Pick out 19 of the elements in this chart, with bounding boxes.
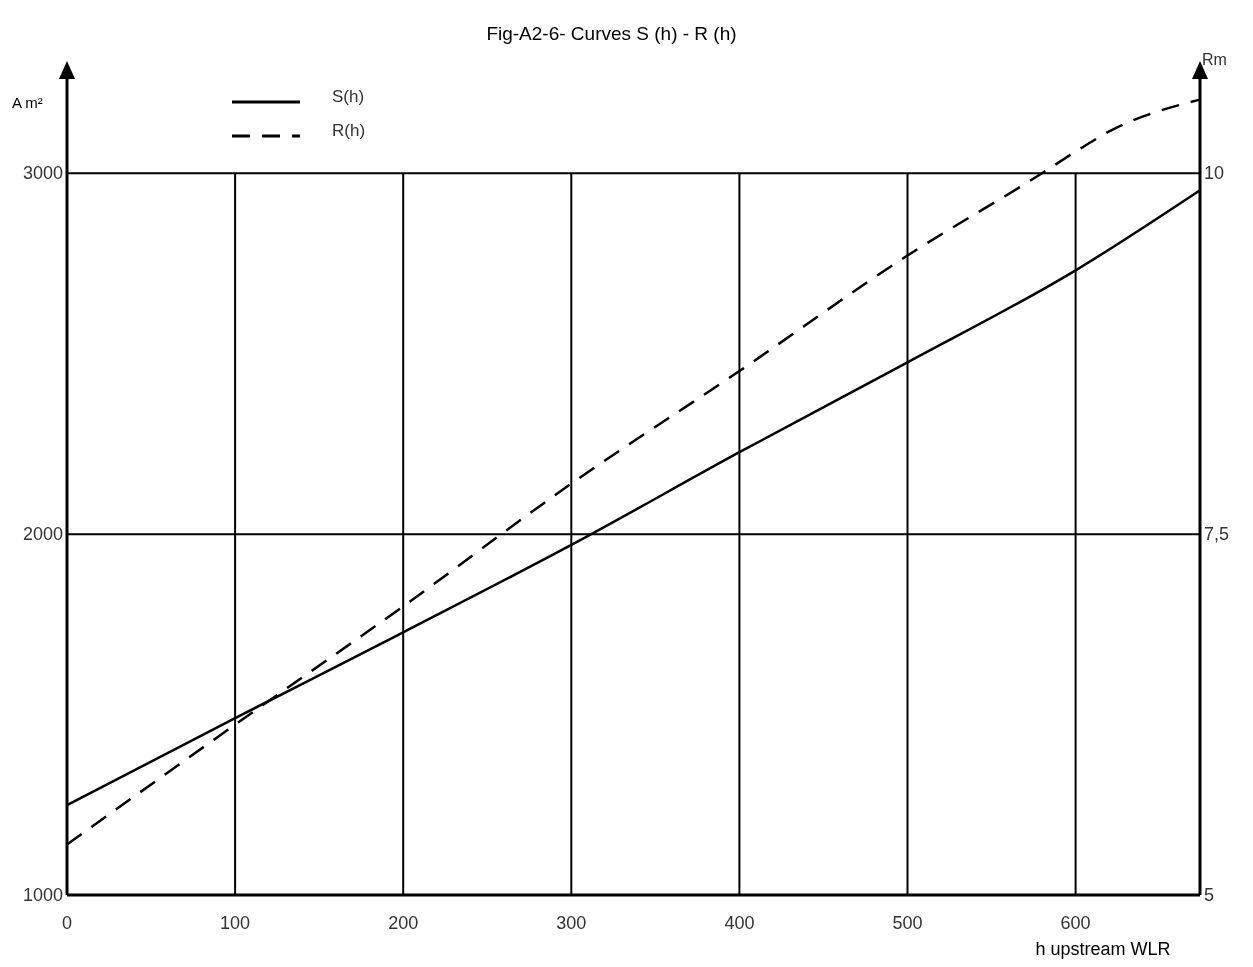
y-axis-title: A m² bbox=[12, 94, 43, 111]
y2-axis-title: Rm bbox=[1202, 51, 1227, 68]
x-tick-label: 500 bbox=[892, 913, 923, 933]
x-tick-label: 0 bbox=[61, 913, 73, 933]
y-tick-label: 1000 bbox=[22, 885, 63, 905]
y-tick-label: 2000 bbox=[22, 524, 63, 545]
legend-label: R(h) bbox=[332, 121, 366, 140]
y-tick-label: 3000 bbox=[22, 163, 63, 184]
x-tick-label: 400 bbox=[724, 913, 755, 933]
y2-tick-label: 7,5 bbox=[1204, 524, 1230, 545]
x-tick-label: 100 bbox=[220, 913, 251, 933]
y2-tick-label: 10 bbox=[1204, 163, 1225, 184]
chart-title: Fig-A2-6- Curves S (h) - R (h) bbox=[486, 23, 737, 44]
x-tick-label: 300 bbox=[556, 913, 587, 933]
x-tick-label: 600 bbox=[1060, 913, 1091, 933]
legend-label: S(h) bbox=[332, 87, 365, 106]
x-tick-label: 200 bbox=[388, 913, 419, 933]
x-axis-title: h upstream WLR bbox=[1035, 939, 1171, 959]
y2-tick-label: 5 bbox=[1204, 885, 1215, 905]
